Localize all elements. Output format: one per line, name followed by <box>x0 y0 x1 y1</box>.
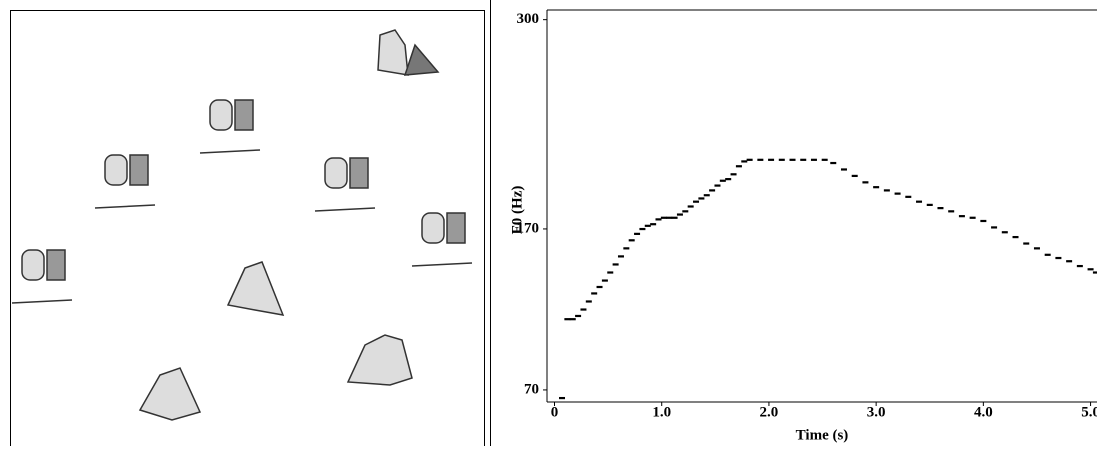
f0-point <box>607 271 614 274</box>
f0-point <box>1092 271 1097 274</box>
f0-point <box>714 184 721 187</box>
f0-point <box>596 285 603 289</box>
f0-point <box>1001 231 1008 234</box>
f0-point <box>1066 260 1073 263</box>
f0-point <box>634 232 641 235</box>
f0-point <box>746 158 753 161</box>
f0-point <box>671 216 678 219</box>
f0-point <box>628 239 635 242</box>
f0-point <box>655 218 662 221</box>
f0-point <box>862 181 869 184</box>
x-tick-label: 4.0 <box>974 404 993 420</box>
f0-point <box>821 158 828 161</box>
f0-point <box>676 213 683 216</box>
f0-point <box>1023 242 1030 245</box>
f0-point <box>894 192 901 195</box>
f0-point <box>873 186 880 189</box>
f0-plot: F0 (Hz) Time (s) 70 170 300 0 1.0 2.0 3.0 4.0 5.… <box>509 9 1097 443</box>
f0-point <box>575 314 582 318</box>
f0-point <box>1044 253 1051 256</box>
f0-point <box>969 216 976 219</box>
f0-point <box>768 158 775 161</box>
f0-point <box>693 200 700 203</box>
f0-point <box>840 168 847 171</box>
f0-point <box>937 207 944 210</box>
f0-point <box>1087 268 1094 271</box>
y-axis-label: F0 (Hz) <box>509 186 525 235</box>
f0-point <box>851 174 858 178</box>
f0-point <box>1055 256 1062 260</box>
f0-point <box>1033 247 1040 250</box>
f0-point <box>617 255 624 258</box>
f0-point <box>948 210 955 213</box>
x-tick-label: 2.0 <box>760 404 779 420</box>
x-tick-label: 5.0 <box>1081 404 1097 420</box>
clipart <box>11 29 473 421</box>
f0-point <box>1012 235 1019 239</box>
f0-point <box>703 194 710 197</box>
f0-point <box>660 216 667 219</box>
f0-point <box>810 158 817 161</box>
f0-point <box>1076 264 1083 268</box>
f0-point <box>883 189 890 192</box>
f0-point <box>958 215 965 218</box>
f0-point <box>916 200 923 203</box>
f0-point <box>778 158 785 161</box>
f0-point <box>719 179 726 182</box>
f0-point <box>644 224 651 227</box>
f0-point <box>623 247 630 250</box>
panel-frame <box>10 10 485 451</box>
y-tick-label: 70 <box>524 381 539 397</box>
f0-point <box>709 189 716 192</box>
f0-point <box>612 263 619 266</box>
f0-point <box>559 396 566 400</box>
f0-point <box>725 178 732 181</box>
f0-point <box>666 216 673 219</box>
f0-point <box>905 195 912 198</box>
f0-point <box>687 205 694 208</box>
y-tick-label: 170 <box>517 220 540 236</box>
y-tick-label: 300 <box>517 11 540 27</box>
f0-point <box>591 292 598 295</box>
f0-point <box>735 165 742 168</box>
picture-panel <box>10 10 485 451</box>
f0-point <box>682 210 689 213</box>
f0-point <box>830 161 837 165</box>
f0-point <box>800 158 807 161</box>
f0-point <box>926 203 933 206</box>
f0-point <box>757 158 764 161</box>
f0-point <box>698 197 705 200</box>
f0-point <box>601 279 608 282</box>
x-tick-label: 3.0 <box>867 404 886 420</box>
x-tick-label: 0 <box>551 404 559 420</box>
f0-point <box>569 318 576 321</box>
f0-point <box>585 300 592 303</box>
x-tick-label: 1.0 <box>652 404 671 420</box>
x-axis-label: Time (s) <box>796 427 849 443</box>
f0-point <box>741 160 748 163</box>
f0-point <box>580 308 587 311</box>
f0-point <box>564 318 571 321</box>
f0-point <box>991 226 998 229</box>
f0-point <box>650 223 657 226</box>
f0-point <box>980 219 987 223</box>
f0-point <box>639 227 646 231</box>
f0-point <box>789 158 796 161</box>
f0-point <box>730 173 737 176</box>
